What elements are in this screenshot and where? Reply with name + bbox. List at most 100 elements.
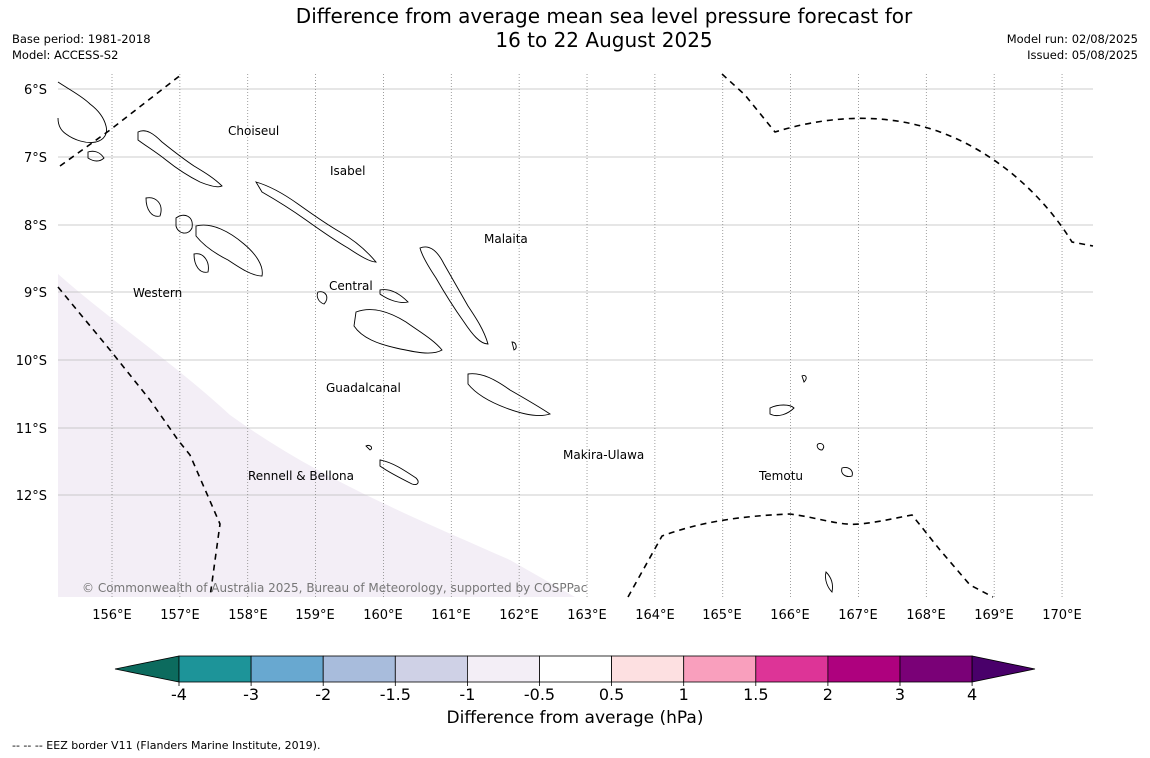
island-russell — [316, 291, 328, 305]
map-svg: 6°S 7°S 8°S 9°S 10°S 11°S 12°S 156°E 157… — [16, 73, 1094, 700]
island-florida — [379, 289, 409, 303]
island-kolombangara — [195, 224, 263, 277]
model-run-text: Model run: 02/08/2025 — [1006, 32, 1138, 46]
lon-label: 168°E — [906, 608, 946, 623]
colorbar-tick-label: 1.5 — [743, 685, 768, 700]
eez-borders — [57, 73, 1094, 598]
colorbar: -4 -3 -2 -1.5 -1 -0.5 0.5 1 1.5 2 3 4 — [114, 655, 1036, 700]
lon-label: 159°E — [295, 608, 335, 623]
place-label-choiseul: Choiseul — [228, 124, 279, 138]
meta-left: Base period: 1981-2018 Model: ACCESS-S2 — [12, 31, 151, 63]
place-label-isabel: Isabel — [330, 164, 365, 178]
island-buka — [87, 150, 105, 162]
place-label-guadalcanal: Guadalcanal — [326, 381, 401, 395]
place-label-temotu: Temotu — [758, 469, 803, 483]
colorbar-tick-label: -2 — [315, 685, 331, 700]
lon-label: 165°E — [702, 608, 742, 623]
islands — [57, 81, 853, 593]
place-labels: Choiseul Isabel Malaita Western Central … — [133, 124, 803, 483]
colorbar-tick-label: -3 — [243, 685, 259, 700]
island-makira — [467, 373, 552, 417]
lat-labels: 6°S 7°S 8°S 9°S 10°S 11°S 12°S — [16, 83, 47, 504]
island-santa-cruz — [769, 404, 795, 417]
colorbar-bin — [178, 655, 252, 683]
copyright-text: © Commonwealth of Australia 2025, Bureau… — [82, 581, 587, 595]
place-label-makira-ulawa: Makira-Ulawa — [563, 448, 644, 462]
lon-label: 160°E — [363, 608, 403, 623]
lat-label: 6°S — [24, 83, 47, 98]
colorbar-tick-label: 1 — [679, 685, 689, 700]
colorbar-bin — [899, 655, 973, 683]
colorbar-tick-label: -1 — [459, 685, 475, 700]
island-vanikoro — [841, 467, 853, 477]
place-label-central: Central — [329, 279, 373, 293]
lat-label: 9°S — [24, 286, 47, 301]
place-label-malaita: Malaita — [484, 232, 528, 246]
colorbar-bin — [250, 655, 324, 683]
island-bougainville — [57, 81, 107, 143]
lat-label: 7°S — [24, 151, 47, 166]
lon-label: 164°E — [635, 608, 675, 623]
title-line-2: 16 to 22 August 2025 — [495, 28, 713, 52]
colorbar-extend-low — [114, 655, 180, 683]
colorbar-bin — [394, 655, 468, 683]
island-bellona — [365, 445, 373, 451]
island-rendova — [193, 253, 209, 273]
lat-label: 10°S — [16, 354, 47, 369]
colorbar-bin — [322, 655, 396, 683]
colorbar-bin — [683, 655, 757, 683]
colorbar-tick-label: -1.5 — [380, 685, 411, 700]
anomaly-shading — [58, 274, 575, 597]
issued-text: Issued: 05/08/2025 — [1027, 48, 1138, 62]
island-reef-islands — [801, 375, 807, 383]
eez-border-south-east — [627, 513, 994, 598]
colorbar-bin — [755, 655, 829, 683]
meta-right: Model run: 02/08/2025 Issued: 05/08/2025 — [1007, 31, 1138, 63]
base-period-text: Base period: 1981-2018 — [12, 32, 151, 46]
colorbar-tick-label: 0.5 — [599, 685, 624, 700]
title-line-1: Difference from average mean sea level p… — [295, 4, 913, 28]
island-guadalcanal — [353, 309, 443, 354]
lat-label: 11°S — [16, 422, 47, 437]
island-choiseul — [137, 130, 223, 188]
model-text: Model: ACCESS-S2 — [12, 48, 119, 62]
island-malaita — [419, 246, 489, 345]
lon-label: 166°E — [770, 608, 810, 623]
lon-label: 161°E — [431, 608, 471, 623]
colorbar-title: Difference from average (hPa) — [446, 708, 704, 728]
lon-label: 163°E — [567, 608, 607, 623]
colorbar-bin — [539, 655, 612, 683]
colorbar-tick-label: -4 — [171, 685, 187, 700]
island-ulawa — [511, 341, 517, 351]
eez-border-north-west — [59, 73, 183, 167]
colorbar-bin — [611, 655, 685, 683]
island-new-georgia — [175, 214, 193, 234]
lat-label: 8°S — [24, 219, 47, 234]
colorbar-tick-label: 4 — [967, 685, 977, 700]
island-isabel — [255, 181, 377, 263]
gridlines — [58, 74, 1093, 597]
island-utupua — [816, 443, 825, 451]
lat-label: 12°S — [16, 489, 47, 504]
lon-labels: 156°E 157°E 158°E 159°E 160°E 161°E 162°… — [92, 608, 1082, 623]
colorbar-extend-high — [971, 655, 1036, 683]
chart-title: Difference from average mean sea level p… — [0, 4, 1150, 52]
lon-label: 158°E — [228, 608, 268, 623]
eez-border-north-east — [721, 73, 1094, 247]
lon-label: 156°E — [92, 608, 132, 623]
place-label-western: Western — [133, 286, 182, 300]
eez-border-west — [57, 286, 221, 598]
island-anuta — [825, 571, 833, 593]
colorbar-bin — [466, 655, 540, 683]
colorbar-tick-label: 2 — [823, 685, 833, 700]
island-rennell — [379, 459, 419, 485]
island-vella-lavella — [145, 197, 162, 217]
colorbar-tick-label: 3 — [895, 685, 905, 700]
lon-label: 169°E — [974, 608, 1014, 623]
colorbar-bin — [827, 655, 901, 683]
place-label-rennell-bellona: Rennell & Bellona — [248, 469, 354, 483]
lon-label: 170°E — [1042, 608, 1082, 623]
footnote: -- -- -- EEZ border V11 (Flanders Marine… — [12, 739, 321, 752]
lon-label: 162°E — [499, 608, 539, 623]
colorbar-tick-label: -0.5 — [524, 685, 555, 700]
